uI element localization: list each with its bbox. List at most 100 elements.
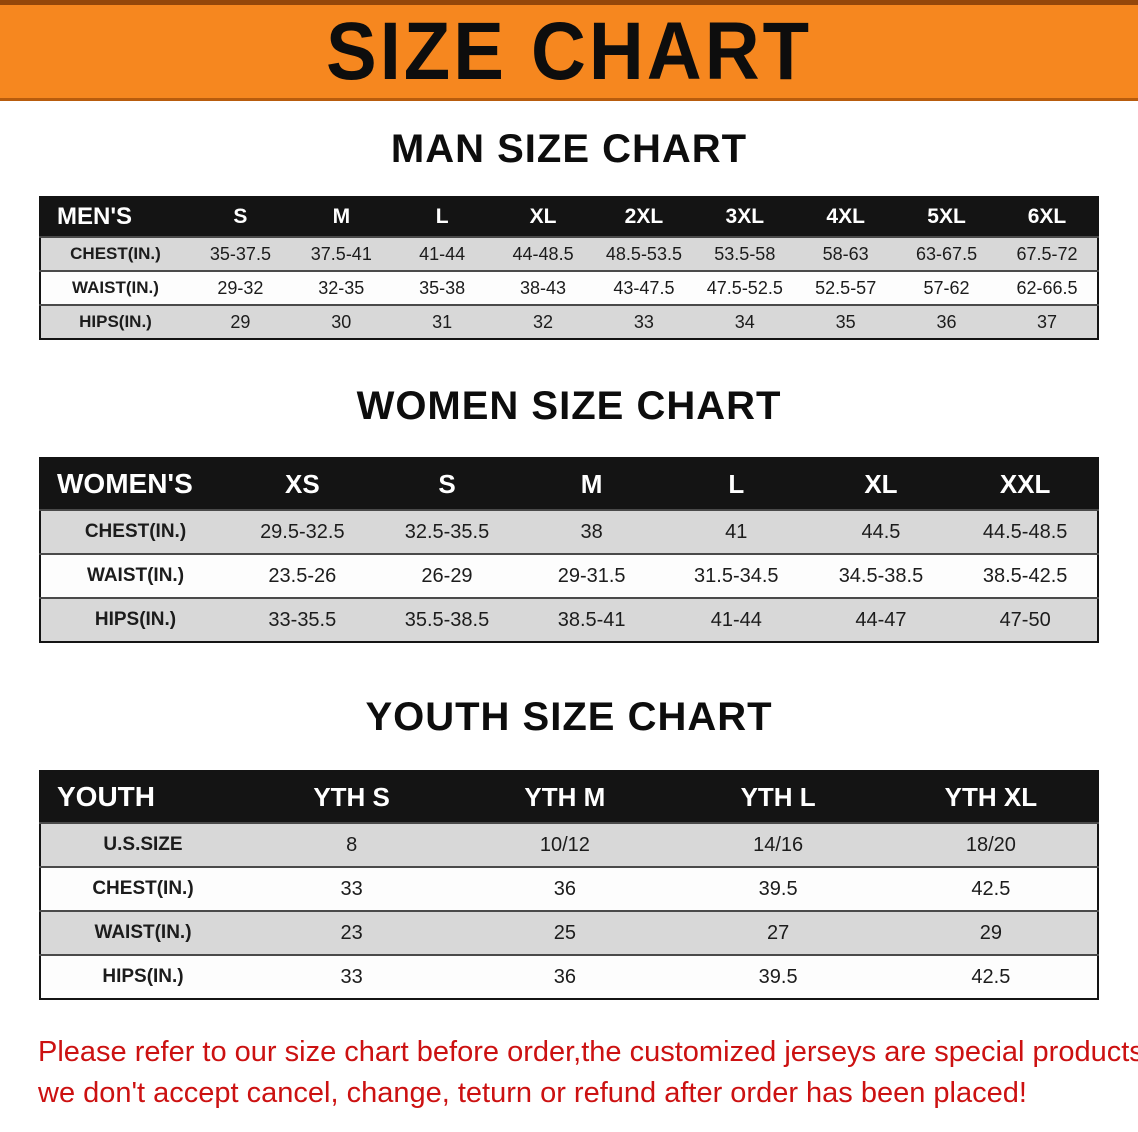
measurement-value: 47.5-52.5 xyxy=(706,277,783,298)
measurement-value: 44.5-48.5 xyxy=(982,520,1068,543)
measurement-label: HIPS(IN.) xyxy=(94,609,177,630)
measurement-value: 38 xyxy=(580,520,603,543)
measurement-value: 26-29 xyxy=(421,564,473,587)
measurement-value: 35-37.5 xyxy=(209,243,271,264)
size-chart-banner: SIZE CHART xyxy=(0,0,1138,101)
youth-size-section: YOUTH SIZE CHART YOUTH YTH S YTH M YTH L YTH… xyxy=(0,695,1138,1000)
measurement-value: 30 xyxy=(331,311,352,332)
measurement-value: 35-38 xyxy=(419,277,466,298)
table-header-row: MEN'S S M L XL 2XL 3XL 4XL 5XL 6XL xyxy=(40,197,1098,237)
youth-size-table: YOUTH YTH S YTH M YTH L YTH XL U.S.SIZE 8 10/12… xyxy=(39,770,1099,1000)
measurement-value: 31.5-34.5 xyxy=(694,564,779,587)
measurement-value: 44-47 xyxy=(855,608,907,631)
measurement-value: 29.5-32.5 xyxy=(260,520,345,543)
measurement-value: 48.5-53.5 xyxy=(605,243,682,264)
measurement-label: CHEST(IN.) xyxy=(84,521,187,542)
measurement-value: 10/12 xyxy=(539,833,590,856)
measurement-value: 38-43 xyxy=(520,277,567,298)
size-column-header: YTH XL xyxy=(884,771,1098,823)
measurement-value: 41-44 xyxy=(419,243,466,264)
measurement-value: 33 xyxy=(633,311,654,332)
measurement-value: 33-35.5 xyxy=(268,608,337,631)
measurement-value: 63-67.5 xyxy=(916,243,978,264)
size-column-header: XL xyxy=(492,197,594,237)
table-row: WAIST(IN.) 29-32 32-35 35-38 38-43 43-47.5 47.… xyxy=(40,271,1098,305)
size-column-header: 2XL xyxy=(593,197,695,237)
measurement-value: 37 xyxy=(1036,311,1058,332)
size-column-header: XL xyxy=(808,458,954,510)
women-size-table: WOMEN'S XS S M L XL XXL CHEST(IN.) 29.5-32.5 32.5… xyxy=(39,457,1099,643)
size-column-header: L xyxy=(663,458,809,510)
measurement-value: 8 xyxy=(346,833,358,856)
measurement-value: 47-50 xyxy=(999,608,1051,631)
measurement-value: 33 xyxy=(340,877,363,900)
measurement-value: 42.5 xyxy=(971,877,1011,900)
measurement-value: 27 xyxy=(767,921,790,944)
table-row: CHEST(IN.) 29.5-32.5 32.5-35.5 38 41 44.5 44.5… xyxy=(40,510,1098,554)
measurement-value: 23.5-26 xyxy=(268,564,337,587)
table-row: CHEST(IN.) 33 36 39.5 42.5 xyxy=(40,867,1098,911)
table-header-row: YOUTH YTH S YTH M YTH L YTH XL xyxy=(40,771,1098,823)
measurement-value: 42.5 xyxy=(971,965,1011,988)
measurement-value: 23 xyxy=(340,921,363,944)
size-column-header: M xyxy=(519,458,664,510)
measurement-value: 14/16 xyxy=(753,833,804,856)
measurement-value: 32-35 xyxy=(318,277,365,298)
size-column-header: 6XL xyxy=(997,197,1098,237)
measurement-value: 38.5-42.5 xyxy=(982,564,1068,587)
measurement-value: 32.5-35.5 xyxy=(404,520,490,543)
measurement-value: 39.5 xyxy=(758,965,798,988)
size-chart-banner-title: SIZE CHART xyxy=(326,5,812,98)
size-column-header: S xyxy=(190,197,291,237)
measurement-label: HIPS(IN.) xyxy=(79,312,152,331)
measurement-value: 33 xyxy=(340,965,363,988)
measurement-value: 38.5-41 xyxy=(557,608,626,631)
measurement-value: 18/20 xyxy=(965,833,1016,856)
size-column-header: S xyxy=(374,458,520,510)
measurement-value: 41 xyxy=(725,520,748,543)
table-row: HIPS(IN.) 33-35.5 35.5-38.5 38.5-41 41-44 44-… xyxy=(40,598,1098,642)
size-column-header: 5XL xyxy=(896,197,997,237)
measurement-value: 36 xyxy=(553,965,576,988)
measurement-value: 29 xyxy=(230,311,251,332)
measurement-value: 34.5-38.5 xyxy=(838,564,924,587)
measurement-value: 25 xyxy=(553,921,576,944)
measurement-value: 32 xyxy=(533,311,554,332)
size-column-header: M xyxy=(290,197,392,237)
measurement-value: 36 xyxy=(936,311,957,332)
disclaimer-line-1: Please refer to our size chart before or… xyxy=(38,1036,1138,1068)
measurement-label: WAIST(IN.) xyxy=(94,922,192,943)
size-column-header: 4XL xyxy=(795,197,897,237)
measurement-value: 39.5 xyxy=(758,877,798,900)
measurement-value: 29-31.5 xyxy=(557,564,626,587)
size-column-header: YTH M xyxy=(458,771,672,823)
table-corner-label: MEN'S xyxy=(40,197,190,237)
measurement-label: WAIST(IN.) xyxy=(86,565,185,586)
table-row: WAIST(IN.) 23.5-26 26-29 29-31.5 31.5-34.5 34… xyxy=(40,554,1098,598)
women-section-heading: WOMEN SIZE CHART xyxy=(356,384,782,428)
table-corner-label: YOUTH xyxy=(40,771,245,823)
youth-section-heading: YOUTH SIZE CHART xyxy=(365,695,773,739)
measurement-value: 36 xyxy=(553,877,576,900)
measurement-label: HIPS(IN.) xyxy=(102,966,184,987)
table-corner-label: WOMEN'S xyxy=(40,458,230,510)
measurement-value: 58-63 xyxy=(822,243,869,264)
men-size-section: MAN SIZE CHART MEN'S S M L XL 2XL 3XL 4XL 5XL 6XL… xyxy=(0,127,1138,340)
disclaimer: Please refer to our size chart before or… xyxy=(38,1032,1138,1114)
measurement-value: 29-32 xyxy=(217,277,264,298)
table-row: CHEST(IN.) 35-37.5 37.5-41 41-44 44-48.5 48.5… xyxy=(40,237,1098,271)
measurement-value: 29 xyxy=(979,921,1002,944)
measurement-label: CHEST(IN.) xyxy=(92,878,194,899)
measurement-value: 44.5 xyxy=(861,520,901,543)
measurement-value: 62-66.5 xyxy=(1016,277,1078,298)
size-column-header: YTH S xyxy=(245,771,459,823)
size-column-header: XXL xyxy=(953,458,1098,510)
measurement-value: 53.5-58 xyxy=(714,243,776,264)
table-header-row: WOMEN'S XS S M L XL XXL xyxy=(40,458,1098,510)
measurement-value: 34 xyxy=(734,311,755,332)
measurement-value: 37.5-41 xyxy=(310,243,372,264)
table-row: U.S.SIZE 8 10/12 14/16 18/20 xyxy=(40,823,1098,867)
measurement-value: 35 xyxy=(835,311,856,332)
measurement-value: 67.5-72 xyxy=(1016,243,1078,264)
